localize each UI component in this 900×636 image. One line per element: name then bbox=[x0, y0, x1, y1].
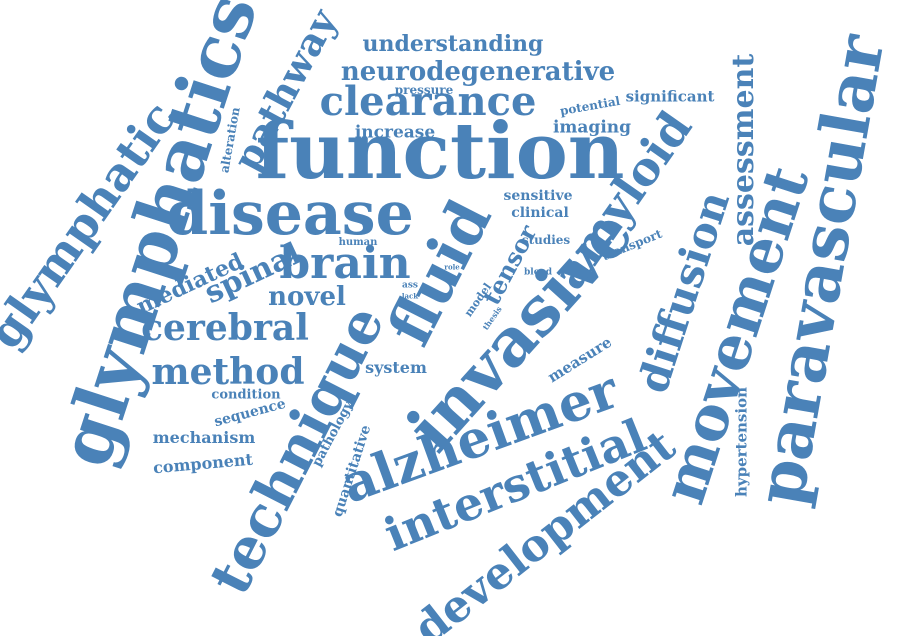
word-significant: significant bbox=[625, 87, 715, 106]
word-cerebral: cerebral bbox=[141, 307, 309, 349]
word-studies: studies bbox=[521, 233, 571, 247]
word-method: method bbox=[151, 351, 305, 393]
word-assessment: assessment bbox=[726, 53, 761, 247]
word-sensitive: sensitive bbox=[503, 188, 573, 204]
word-neurodegenerative: neurodegenerative bbox=[340, 57, 616, 87]
word-function: function bbox=[255, 106, 625, 197]
word-human: human bbox=[338, 237, 378, 248]
word-brain: brain bbox=[279, 238, 411, 289]
word-hypertension: hypertension bbox=[732, 387, 751, 497]
word-lack: lack bbox=[401, 291, 419, 301]
word-pressure: pressure bbox=[394, 83, 454, 97]
word-blood: blood bbox=[523, 267, 553, 278]
word-system: system bbox=[365, 358, 427, 377]
word-condition: condition bbox=[211, 387, 281, 403]
word-disease: disease bbox=[166, 179, 414, 249]
word-clearance: clearance bbox=[319, 78, 537, 125]
word-novel: novel bbox=[268, 282, 346, 312]
word-understanding: understanding bbox=[362, 31, 544, 57]
word-mechanism: mechanism bbox=[152, 428, 256, 447]
word-clinical: clinical bbox=[511, 205, 569, 221]
word-increase: increase bbox=[354, 122, 436, 143]
word-ass: ass bbox=[402, 280, 418, 291]
word-role: role bbox=[444, 262, 460, 272]
word-component: component bbox=[152, 449, 254, 478]
word-imaging: imaging bbox=[552, 117, 632, 138]
